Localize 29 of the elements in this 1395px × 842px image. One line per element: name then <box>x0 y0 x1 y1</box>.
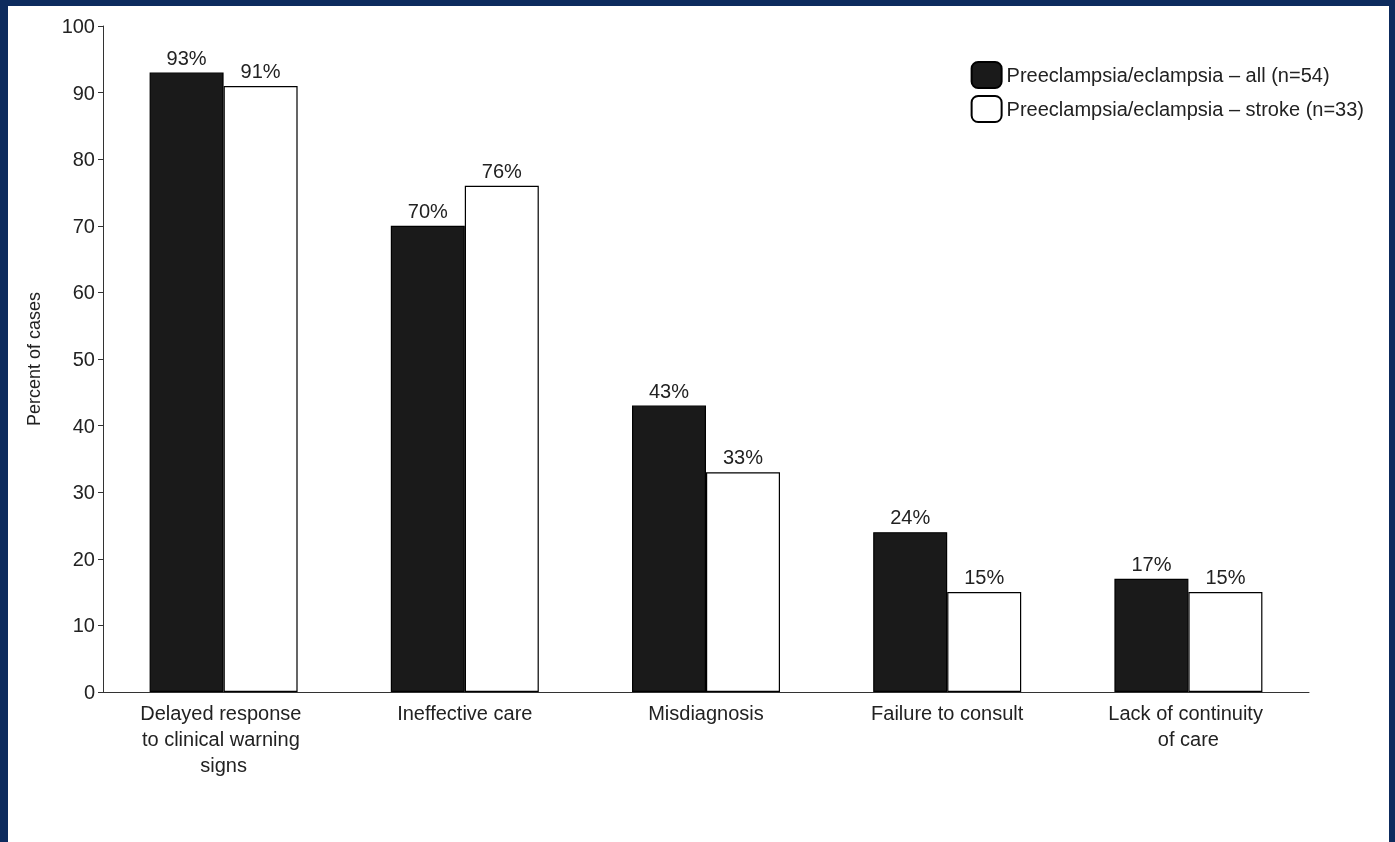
y-tick-label: 80 <box>72 148 95 171</box>
data-label: 91% <box>240 59 281 82</box>
data-label: 43% <box>648 379 690 402</box>
y-tick-label: 70 <box>72 214 95 237</box>
data-label: 93% <box>166 46 207 69</box>
y-tick-label: 90 <box>72 81 95 104</box>
x-tick-label: Lack of continuity of care <box>1108 702 1269 750</box>
y-tick-label: 10 <box>72 614 95 637</box>
data-label: 15% <box>964 566 1005 589</box>
x-tick-label: Failure to consult <box>871 702 1024 724</box>
legend-label: Preeclampsia/eclampsia – stroke (n=33) <box>1006 98 1365 120</box>
x-tick-label: Misdiagnosis <box>648 702 764 724</box>
legend-label: Preeclampsia/eclampsia – all (n=54) <box>1006 64 1330 86</box>
data-label: 24% <box>890 506 931 529</box>
x-tick-label: Delayed response to clinical warning signs <box>140 702 307 776</box>
data-label: 76% <box>481 159 523 182</box>
y-tick-label: 30 <box>72 481 95 504</box>
y-tick-label: 0 <box>83 681 95 703</box>
data-label: 33% <box>722 446 764 469</box>
y-tick-label: 40 <box>72 414 95 437</box>
y-tick-label: 100 <box>61 15 95 37</box>
data-label: 17% <box>1131 552 1172 575</box>
data-label: 70% <box>407 199 449 222</box>
y-tick-label: 50 <box>72 348 95 370</box>
y-tick-label: 60 <box>72 281 95 304</box>
x-tick-label: Ineffective care <box>397 702 533 724</box>
y-axis-title: Percent of cases <box>24 291 44 427</box>
y-tick-label: 20 <box>72 547 95 570</box>
data-label: 15% <box>1205 566 1246 589</box>
